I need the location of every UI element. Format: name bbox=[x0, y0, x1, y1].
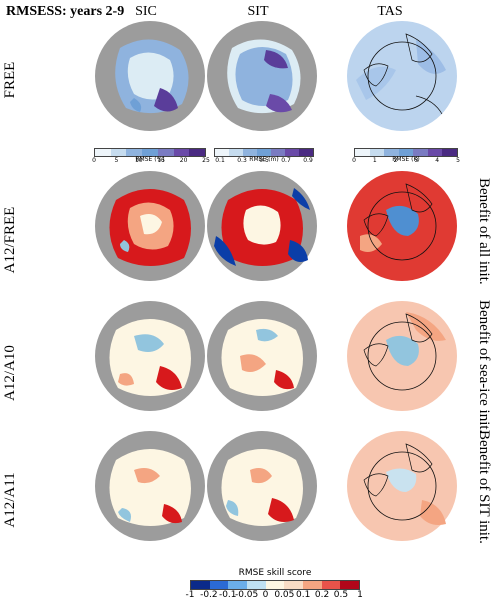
map-a12-free-sic bbox=[94, 170, 206, 282]
tick-label: 0.2 bbox=[314, 590, 330, 600]
colorbar-title: RMSE skill score bbox=[238, 568, 312, 578]
tick-label: 0 bbox=[352, 157, 356, 164]
row-label-free: FREE bbox=[2, 61, 18, 99]
tick-label: 10 bbox=[134, 157, 143, 164]
tick-label: -0.2 bbox=[200, 590, 218, 600]
map-free-sit bbox=[206, 20, 318, 132]
map-a12-a10-tas bbox=[346, 300, 458, 412]
tick-label: 0.5 bbox=[333, 590, 349, 600]
map-a12-free-sit bbox=[206, 170, 318, 282]
tick-label: -0.1 bbox=[218, 590, 237, 600]
colorbar-tas: 0 1 2 3 4 5 RMSE (K) bbox=[352, 148, 460, 167]
colorbar-title: RMSE (m) bbox=[249, 156, 279, 163]
tick-label: 1 bbox=[357, 590, 363, 600]
colorbar-title: RMSE (K) bbox=[392, 156, 420, 163]
colorbar-sic: 0 5 10 15 20 25 RMSE (%) bbox=[92, 148, 210, 167]
right-label-sit-init: Benefit of SIT init. bbox=[476, 430, 492, 544]
tick-label: 0.05 bbox=[274, 590, 295, 600]
tick-label: 25 bbox=[202, 157, 210, 164]
colorbar-title: RMSE (%) bbox=[135, 156, 165, 163]
map-free-tas bbox=[346, 20, 458, 132]
tick-label: 0.5 bbox=[259, 157, 269, 164]
row-label-a12-free: A12/FREE bbox=[2, 206, 18, 274]
map-a12-a11-sit bbox=[206, 430, 318, 542]
tick-label: 15 bbox=[157, 157, 166, 164]
row-label-a12-a11: A12/A11 bbox=[2, 472, 18, 528]
row-label-a12-a10: A12/A10 bbox=[2, 345, 18, 401]
map-a12-a11-sic bbox=[94, 430, 206, 542]
tick-label: -0.05 bbox=[234, 590, 259, 600]
tick-label: 0.1 bbox=[215, 157, 225, 164]
tick-label: 0.7 bbox=[281, 157, 291, 164]
map-a12-a11-tas bbox=[346, 430, 458, 542]
column-header-sit: SIT bbox=[247, 4, 269, 19]
tick-label: 20 bbox=[179, 157, 188, 164]
map-a12-a10-sic bbox=[94, 300, 206, 412]
colorbar-skill-score: RMSE skill score -1 -0.2 -0.1 -0.05 0 0.… bbox=[186, 568, 363, 602]
right-label-all-init: Benefit of all init. bbox=[476, 178, 492, 285]
column-header-tas: TAS bbox=[377, 4, 403, 19]
tick-label: -1 bbox=[185, 590, 195, 600]
tick-label: 5 bbox=[114, 157, 119, 164]
tick-label: 1 bbox=[372, 157, 377, 164]
tick-label: 0 bbox=[262, 590, 269, 600]
right-label-sea-ice-init: Benefit of sea-ice init. bbox=[476, 300, 492, 434]
map-a12-free-tas bbox=[346, 170, 458, 282]
tick-label: 0 bbox=[92, 157, 96, 164]
tick-label: 4 bbox=[435, 157, 440, 164]
map-a12-a10-sit bbox=[206, 300, 318, 412]
tick-label: 0.1 bbox=[296, 590, 311, 600]
tick-label: 0.9 bbox=[303, 157, 313, 164]
column-header-sic: SIC bbox=[135, 4, 157, 19]
tick-label: 3 bbox=[414, 157, 419, 164]
colorbar-sit: 0.1 0.3 0.5 0.7 0.9 RMSE (m) bbox=[214, 148, 314, 167]
tick-label: 2 bbox=[393, 157, 398, 164]
map-free-sic bbox=[94, 20, 206, 132]
tick-label: 0.3 bbox=[237, 157, 247, 164]
figure-title: RMSESS: years 2-9 bbox=[6, 4, 125, 19]
tick-label: 5 bbox=[456, 157, 460, 164]
